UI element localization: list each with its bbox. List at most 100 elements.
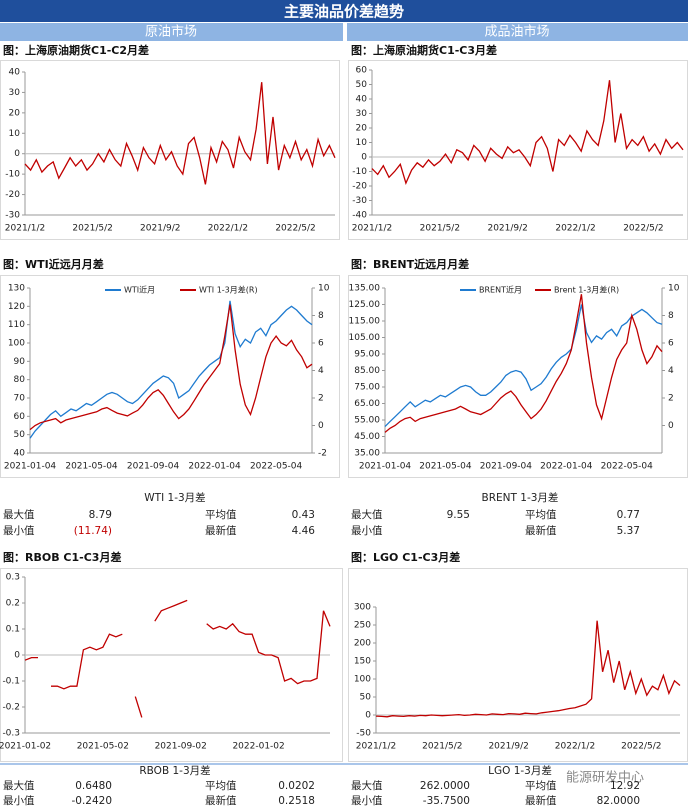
series-line [24,82,336,185]
y-tick-label: 40 [9,68,21,78]
y-tick-label: 115.00 [349,317,381,327]
y-tick-label: 30 [356,109,368,119]
legend-label: WTI 1-3月差(R) [199,285,258,295]
stats-title: WTI 1-3月差 [144,491,205,504]
y-tick-label: 0 [14,149,20,159]
x-tick-label: 2021/1/2 [356,742,396,752]
y2-tick-label: 2 [318,394,324,404]
stats-label: 最新值 [525,524,557,537]
y-tick-label: -30 [5,211,20,221]
x-tick-label: 2021/1/2 [352,224,392,234]
y-tick-label: 60 [356,66,368,76]
x-tick-label: 2021/9/2 [488,742,528,752]
y-tick-label: 20 [9,108,21,118]
stats-value: 9.55 [447,509,470,521]
y2-tick-label: 10 [668,284,680,294]
x-tick-label: 2021/1/2 [5,224,45,234]
x-tick-label: 2022-01-04 [188,462,241,472]
series-line [24,599,331,718]
chart-title: 图：上海原油期货C1-C3月差 [351,43,497,57]
stats-value: 0.0202 [278,780,315,792]
section-title: 成品油市场 [484,24,549,40]
chart-frame [0,60,340,240]
y2-tick-label: 0 [318,421,324,431]
y-tick-label: -30 [352,196,367,206]
y-tick-label: 85.00 [354,366,380,376]
stats-value: 4.46 [292,525,316,537]
x-tick-label: 2021-09-02 [155,742,207,752]
y-tick-label: 0 [14,651,20,661]
x-tick-label: 2021-09-04 [127,462,180,472]
section-bar [347,23,688,41]
x-tick-label: 2022-05-04 [601,462,654,472]
y-tick-label: 65.00 [354,399,380,409]
stats-label: 最小值 [3,794,35,807]
y-tick-label: 10 [9,129,21,139]
y-tick-label: 0.2 [6,599,20,609]
y-tick-label: 150 [354,657,371,667]
x-tick-label: 2021-01-04 [4,462,57,472]
stats-value: -35.7500 [423,795,470,807]
x-tick-label: 2021/5/2 [72,224,112,234]
y-tick-label: 120 [8,302,25,312]
series-line [375,620,681,718]
y2-tick-label: 2 [668,394,674,404]
stats-label: 最大值 [3,779,35,792]
x-tick-label: 2021/5/2 [422,742,462,752]
stats-label: 平均值 [205,508,237,521]
chart-title: 图：WTI近远月月差 [3,257,104,271]
y2-tick-label: -2 [318,449,327,459]
page-title: 主要油品价差趋势 [284,3,404,21]
stats-value: 8.79 [89,509,112,521]
x-tick-label: 2022/1/2 [555,224,595,234]
stats-label: 最小值 [3,524,35,537]
stats-label: 最小值 [351,524,383,537]
stats-label: 最新值 [525,794,557,807]
stats-title: BRENT 1-3月差 [482,491,559,504]
y-tick-label: 130 [8,284,25,294]
series-line [384,294,663,433]
y-tick-label: 10 [356,138,368,148]
x-tick-label: 2021/5/2 [420,224,460,234]
y-tick-label: 90 [14,357,26,367]
stats-value: (11.74) [74,525,112,537]
y-tick-label: 20 [356,124,368,134]
y-tick-label: -10 [5,170,20,180]
y-tick-label: 135.00 [349,284,381,294]
stats-title: LGO 1-3月差 [488,764,552,777]
x-tick-label: 2022/1/2 [555,742,595,752]
stats-value: 0.2518 [278,795,315,807]
y-tick-label: 50 [14,430,26,440]
y-tick-label: -50 [356,729,371,739]
series-line [371,80,684,185]
y-tick-label: -0.2 [2,703,20,713]
y-tick-label: 50 [356,80,368,90]
y-tick-label: 0 [365,711,371,721]
y-tick-label: 125.00 [349,300,381,310]
chart-title: 图：BRENT近远月月差 [351,257,469,271]
y-tick-label: 35.00 [354,449,380,459]
y2-tick-label: 4 [318,366,324,376]
y-tick-label: 250 [354,621,371,631]
chart-title: 图：RBOB C1-C3月差 [3,550,121,564]
y-tick-label: 300 [354,603,371,613]
y-tick-label: -40 [352,211,367,221]
x-tick-label: 2021-05-04 [419,462,472,472]
stats-value: 0.6480 [75,780,112,792]
stats-label: 最小值 [351,794,383,807]
x-tick-label: 2021-01-02 [0,742,51,752]
stats-value: 0.77 [617,509,640,521]
y-tick-label: 30 [9,88,21,98]
y-tick-label: 60 [14,412,26,422]
series-line [29,300,313,439]
chart-frame [0,275,340,478]
header-bar [0,0,688,22]
legend-label: BRENT近月 [479,285,522,295]
stats-value: -0.2420 [71,795,112,807]
y-tick-label: 80 [14,375,26,385]
stats-label: 最新值 [205,794,237,807]
y-tick-label: 100 [354,675,371,685]
chart-title: 图：上海原油期货C1-C2月差 [3,43,149,57]
x-tick-label: 2022-05-04 [250,462,303,472]
